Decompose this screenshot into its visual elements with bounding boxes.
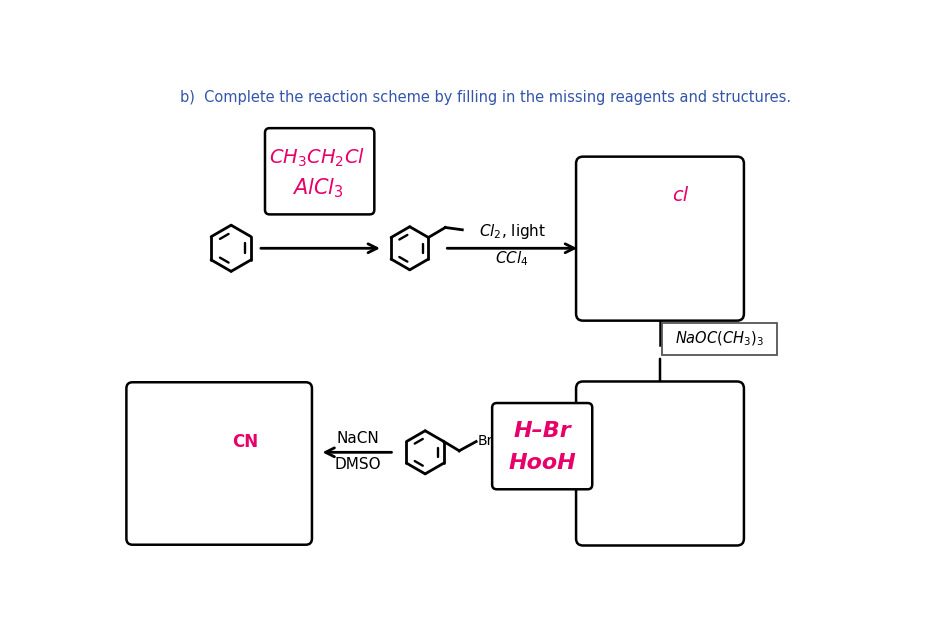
Text: $CH_3CH_2Cl$: $CH_3CH_2Cl$ [270,146,365,168]
FancyBboxPatch shape [576,157,744,321]
Text: Br: Br [526,433,543,447]
Text: NaCN: NaCN [336,431,379,446]
FancyBboxPatch shape [493,403,592,489]
Text: $Cl_2$, light: $Cl_2$, light [478,222,546,241]
Text: Br: Br [477,434,493,448]
Text: b)  Complete the reaction scheme by filling in the missing reagents and structur: b) Complete the reaction scheme by filli… [180,91,791,105]
Text: H–Br: H–Br [513,420,571,441]
Text: cl: cl [672,186,688,205]
FancyBboxPatch shape [126,382,312,545]
Text: $AlCl_3$: $AlCl_3$ [291,177,344,200]
Text: $NaOC(CH_3)_3$: $NaOC(CH_3)_3$ [675,330,764,348]
FancyBboxPatch shape [576,382,744,545]
FancyBboxPatch shape [662,323,777,355]
Text: $CCl_4$: $CCl_4$ [495,249,529,269]
FancyBboxPatch shape [265,128,374,214]
Text: HooH: HooH [509,453,576,473]
Text: CN: CN [232,433,258,451]
Text: DMSO: DMSO [334,457,381,472]
